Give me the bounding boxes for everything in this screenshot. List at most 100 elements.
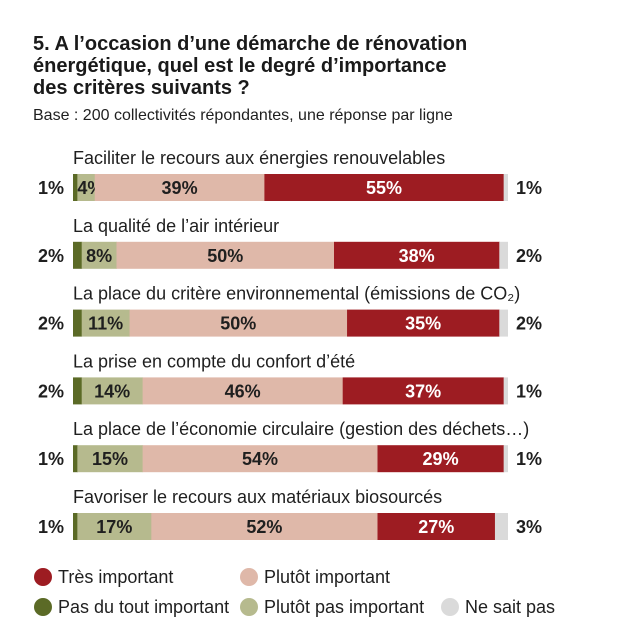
bar-segment-plutot-pas-important xyxy=(81,377,144,405)
legend-item-tres-important: Très important xyxy=(34,566,173,588)
legend-label: Plutôt important xyxy=(264,567,391,587)
value-suffix: % xyxy=(438,517,454,537)
bar-segment-plutot-pas-important xyxy=(81,309,131,337)
value-label-plutot-important: 50% xyxy=(207,246,243,266)
value-number: 8 xyxy=(86,246,96,266)
value-suffix: % xyxy=(526,517,542,537)
value-suffix: % xyxy=(526,449,542,469)
bar-row: La place du critère environnemental (émi… xyxy=(38,284,542,337)
value-label-plutot-pas-important: 8% xyxy=(86,246,112,266)
value-number: 2 xyxy=(38,314,48,334)
value-number: 1 xyxy=(38,449,48,469)
legend-item-plutot-pas-important: Plutôt pas important xyxy=(240,596,424,618)
legend-swatch xyxy=(240,598,258,616)
bar-segment-pas-du-tout-important xyxy=(73,174,78,201)
value-number: 1 xyxy=(516,178,526,198)
value-suffix: % xyxy=(48,246,64,266)
chart-subtitle: Base : 200 collectivités répondantes, un… xyxy=(33,107,453,124)
value-label-pas-du-tout-important: 2% xyxy=(38,314,64,334)
value-number: 39 xyxy=(162,178,182,198)
value-label-ne-sait-pas: 2% xyxy=(516,314,542,334)
value-label-tres-important: 37% xyxy=(405,381,441,401)
category-label: La place de l’économie circulaire (gesti… xyxy=(73,419,529,439)
legend-label: Très important xyxy=(58,567,174,587)
value-suffix: % xyxy=(240,314,256,334)
value-suffix: % xyxy=(48,314,64,334)
value-label-plutot-important: 54% xyxy=(242,449,278,469)
value-label-pas-du-tout-important: 1% xyxy=(38,449,64,469)
value-label-pas-du-tout-important: 1% xyxy=(38,517,64,537)
bar-segment-plutot-important xyxy=(142,377,344,405)
value-suffix: % xyxy=(48,178,64,198)
bar-row: Faciliter le recours aux énergies renouv… xyxy=(38,148,542,201)
bar-segment-plutot-pas-important xyxy=(77,513,152,540)
value-suffix: % xyxy=(182,178,198,198)
legend-label: Ne sait pas xyxy=(465,597,556,617)
value-label-plutot-pas-important: 15% xyxy=(92,449,128,469)
category-label: La qualité de l’air intérieur xyxy=(73,216,279,236)
value-label-tres-important: 27% xyxy=(418,517,454,537)
value-number: 15 xyxy=(92,449,112,469)
value-label-plutot-pas-important: 14% xyxy=(94,381,130,401)
value-label-ne-sait-pas: 1% xyxy=(516,449,542,469)
bar-segment-pas-du-tout-important xyxy=(73,445,78,473)
category-label: Favoriser le recours aux matériaux bioso… xyxy=(73,487,442,507)
value-label-plutot-pas-important: 17% xyxy=(96,517,132,537)
legend-swatch xyxy=(34,598,52,616)
value-label-pas-du-tout-important: 1% xyxy=(38,178,64,198)
value-suffix: % xyxy=(526,178,542,198)
value-number: 17 xyxy=(96,517,116,537)
bar-segment-ne-sait-pas xyxy=(494,513,508,540)
value-label-tres-important: 38% xyxy=(399,246,435,266)
bar-segment-pas-du-tout-important xyxy=(73,513,78,540)
value-label-plutot-pas-important: 11% xyxy=(88,314,123,334)
value-number: 1 xyxy=(516,381,526,401)
bar-segment-plutot-important xyxy=(129,309,348,337)
value-suffix: % xyxy=(526,381,542,401)
value-label-tres-important: 35% xyxy=(405,314,441,334)
value-number: 35 xyxy=(405,314,425,334)
bar-segment-plutot-pas-important xyxy=(77,174,96,201)
bar-segment-tres-important xyxy=(342,377,505,405)
value-number: 55 xyxy=(366,178,386,198)
value-number: 1 xyxy=(38,517,48,537)
value-suffix: % xyxy=(114,381,130,401)
legend-item-pas-du-tout-important: Pas du tout important xyxy=(34,596,229,618)
value-suffix: % xyxy=(96,246,112,266)
bar-segment-pas-du-tout-important xyxy=(73,377,83,405)
bar-segment-ne-sait-pas xyxy=(499,241,508,269)
value-suffix: % xyxy=(266,517,282,537)
value-number: 1 xyxy=(516,449,526,469)
value-label-ne-sait-pas: 1% xyxy=(516,178,542,198)
legend-item-ne-sait-pas: Ne sait pas xyxy=(441,596,555,618)
category-label: Faciliter le recours aux énergies renouv… xyxy=(73,148,445,168)
value-label-plutot-important: 52% xyxy=(246,517,282,537)
bar-segment-plutot-pas-important xyxy=(77,445,144,473)
value-number: 50 xyxy=(207,246,227,266)
bar-segment-tres-important xyxy=(347,309,500,337)
value-label-tres-important: 29% xyxy=(423,449,459,469)
value-number: 1 xyxy=(38,178,48,198)
value-suffix: % xyxy=(386,178,402,198)
value-number: 46 xyxy=(225,381,245,401)
value-suffix: % xyxy=(526,246,542,266)
bar-segment-ne-sait-pas xyxy=(503,377,508,405)
value-number: 50 xyxy=(220,314,240,334)
value-suffix: % xyxy=(48,449,64,469)
chart-title: 5. A l’occasion d’une démarche de rénova… xyxy=(33,33,468,99)
value-label-pas-du-tout-important: 2% xyxy=(38,246,64,266)
value-suffix: % xyxy=(116,517,132,537)
value-suffix: % xyxy=(227,246,243,266)
bar-segment-plutot-important xyxy=(116,241,335,269)
legend-label: Plutôt pas important xyxy=(264,597,425,617)
bar-row: Favoriser le recours aux matériaux bioso… xyxy=(38,487,542,540)
bar-row: La place de l’économie circulaire (gesti… xyxy=(38,419,542,473)
value-number: 52 xyxy=(246,517,266,537)
value-suffix: % xyxy=(245,381,261,401)
value-number: 54 xyxy=(242,449,262,469)
value-number: 4 xyxy=(77,178,87,198)
category-label: La place du critère environnemental (émi… xyxy=(73,284,520,304)
legend-swatch xyxy=(441,598,459,616)
